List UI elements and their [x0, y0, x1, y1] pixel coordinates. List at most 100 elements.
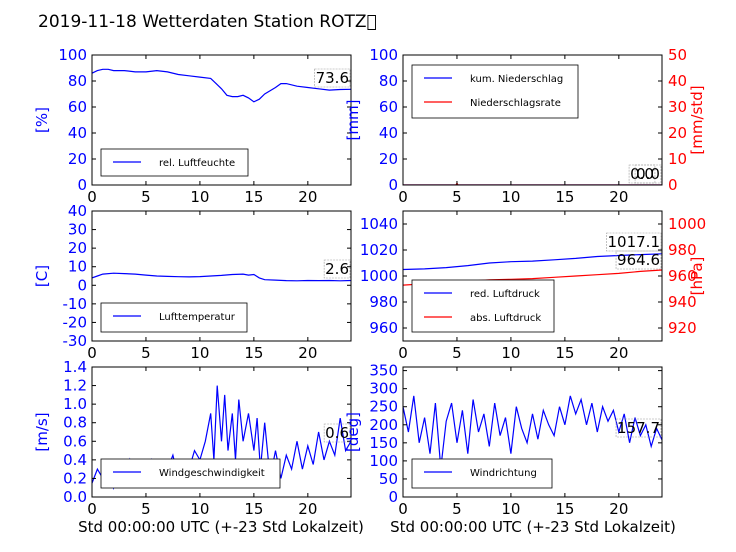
chart-temperature: 0 5 10 15 20-30-20-10010203040[C]Lufttempera…	[33, 202, 352, 362]
x-tick-label: 10	[190, 500, 209, 518]
legend-label: Niederschlagsrate	[470, 98, 561, 109]
y-tick-label: 1020	[360, 241, 398, 259]
value-annotation: 0.0	[636, 165, 660, 183]
x-tick-label: 5	[452, 188, 462, 206]
y-tick-label: 200	[369, 416, 398, 434]
y2-axis-label: [mm/std]	[688, 85, 706, 154]
y-tick-label: 60	[379, 98, 398, 116]
x-tick-label: 15	[555, 344, 574, 362]
x-tick-label: 5	[141, 188, 151, 206]
series-line-pressure-0	[403, 253, 662, 271]
plot-frame-temperature	[91, 210, 352, 342]
series-line-winddir-0	[403, 395, 662, 469]
y-axis-label: [C]	[33, 265, 51, 287]
y2-tick-label: 980	[668, 241, 697, 259]
x-tick-label: 20	[298, 500, 317, 518]
y-axis-label: [mm]	[344, 100, 362, 141]
y-tick-label: 1.4	[63, 358, 87, 376]
legend-box	[411, 458, 553, 489]
y2-tick-label: 960	[668, 267, 697, 285]
y-tick-label: 30	[68, 221, 87, 239]
y-tick-label: 0.0	[63, 488, 87, 506]
y2-tick-label: 0	[668, 176, 678, 194]
x-tick-label: 5	[141, 500, 151, 518]
y-tick-label: 1000	[360, 267, 398, 285]
y-tick-label: 0	[388, 488, 398, 506]
y2-tick-label: 30	[668, 98, 687, 116]
chart-wind-direction: 0 5 10 15 20050100150200250300350[deg]Windri…	[344, 362, 663, 518]
y-tick-label: 80	[68, 72, 87, 90]
y-tick-label: 40	[68, 202, 87, 220]
y-tick-label: 0.8	[63, 414, 87, 432]
plot-frame-windspeed	[91, 366, 352, 498]
figure-title: 2019-11-18 Wetterdaten Station ROTZ 	[38, 12, 377, 32]
x-tick-label: 20	[298, 344, 317, 362]
y-tick-label: 20	[379, 150, 398, 168]
value-annotation: 2.6	[325, 260, 349, 278]
y-axis-label: [deg]	[344, 412, 362, 452]
y-tick-label: 40	[68, 124, 87, 142]
x-tick-label: 15	[555, 188, 574, 206]
y2-tick-label: 50	[668, 46, 687, 64]
y2-tick-label: 940	[668, 293, 697, 311]
value-annotation-box	[323, 259, 351, 279]
x-tick-label: 10	[501, 188, 520, 206]
series-line-humidity-0	[92, 68, 351, 103]
x-tick-label: 5	[452, 344, 462, 362]
x-tick-label: 15	[555, 500, 574, 518]
x-axis-label-left: Std 00:00:00 UTC (+-23 Std Lokalzeit)	[78, 518, 364, 536]
y-tick-label: 960	[369, 319, 398, 337]
legend-box	[411, 64, 579, 119]
y2-axis-label: [hPa]	[688, 257, 706, 296]
y-tick-label: -30	[63, 332, 88, 350]
x-tick-label: 0	[87, 500, 97, 518]
x-tick-label: 0	[398, 500, 408, 518]
y-tick-label: 100	[369, 46, 398, 64]
x-tick-label: 10	[190, 188, 209, 206]
x-tick-label: 15	[244, 344, 263, 362]
x-tick-label: 10	[190, 344, 209, 362]
y2-tick-label: 920	[668, 319, 697, 337]
value-annotation-box	[615, 250, 662, 270]
legend-box	[100, 458, 281, 489]
x-tick-label: 5	[452, 500, 462, 518]
value-annotation-box	[323, 423, 351, 443]
x-tick-label: 10	[501, 500, 520, 518]
value-annotation: 157.7	[617, 419, 660, 437]
y-tick-label: 10	[68, 258, 87, 276]
y-tick-label: 0	[388, 176, 398, 194]
legend-label: Windrichtung	[470, 468, 537, 479]
y-tick-label: 1040	[360, 215, 398, 233]
y-tick-label: 0	[77, 176, 87, 194]
chart-wind-speed: 0 5 10 15 200.00.20.40.60.81.01.21.4[m/s]Win…	[33, 358, 352, 518]
y-tick-label: 80	[379, 72, 398, 90]
x-tick-label: 10	[501, 344, 520, 362]
legend-label: red. Luftdruck	[470, 289, 540, 300]
y-tick-label: 350	[369, 362, 398, 380]
x-tick-label: 0	[398, 188, 408, 206]
y-tick-label: 980	[369, 293, 398, 311]
value-annotation-box	[606, 232, 662, 252]
x-tick-label: 20	[609, 188, 628, 206]
y-axis-label: [%]	[33, 107, 51, 133]
y-tick-label: 300	[369, 380, 398, 398]
y-tick-label: 20	[68, 150, 87, 168]
value-annotation: 964.6	[617, 251, 660, 269]
y-tick-label: 0	[77, 276, 87, 294]
y-tick-label: -20	[63, 313, 88, 331]
y2-tick-label: 40	[668, 72, 687, 90]
y-tick-label: 1.2	[63, 377, 87, 395]
y-tick-label: 0.4	[63, 451, 87, 469]
legend-label: rel. Luftfeuchte	[159, 158, 235, 169]
x-tick-label: 0	[398, 344, 408, 362]
y-tick-label: 60	[68, 98, 87, 116]
y-tick-label: 250	[369, 398, 398, 416]
y-tick-label: 100	[369, 452, 398, 470]
legend-label: Windgeschwindigkeit	[159, 468, 265, 479]
chart-precipitation: 0 5 10 15 20 0 20 40 60 80 100 0 10 20 30 40 50 [mm] [mm/s…	[344, 46, 706, 206]
series-line-temperature-0	[92, 272, 351, 282]
legend-label: kum. Niederschlag	[470, 74, 563, 85]
value-annotation: 0.6	[325, 424, 349, 442]
x-tick-label: 15	[244, 188, 263, 206]
